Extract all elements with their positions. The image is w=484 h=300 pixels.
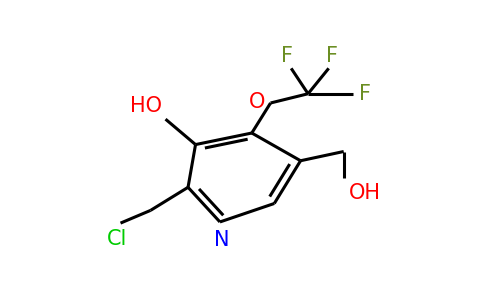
Text: O: O: [249, 92, 265, 112]
Text: N: N: [214, 230, 229, 250]
Text: HO: HO: [130, 96, 162, 116]
Text: F: F: [359, 84, 371, 104]
Text: OH: OH: [349, 183, 381, 203]
Text: F: F: [281, 46, 293, 66]
Text: F: F: [326, 46, 338, 66]
Text: Cl: Cl: [106, 229, 127, 249]
